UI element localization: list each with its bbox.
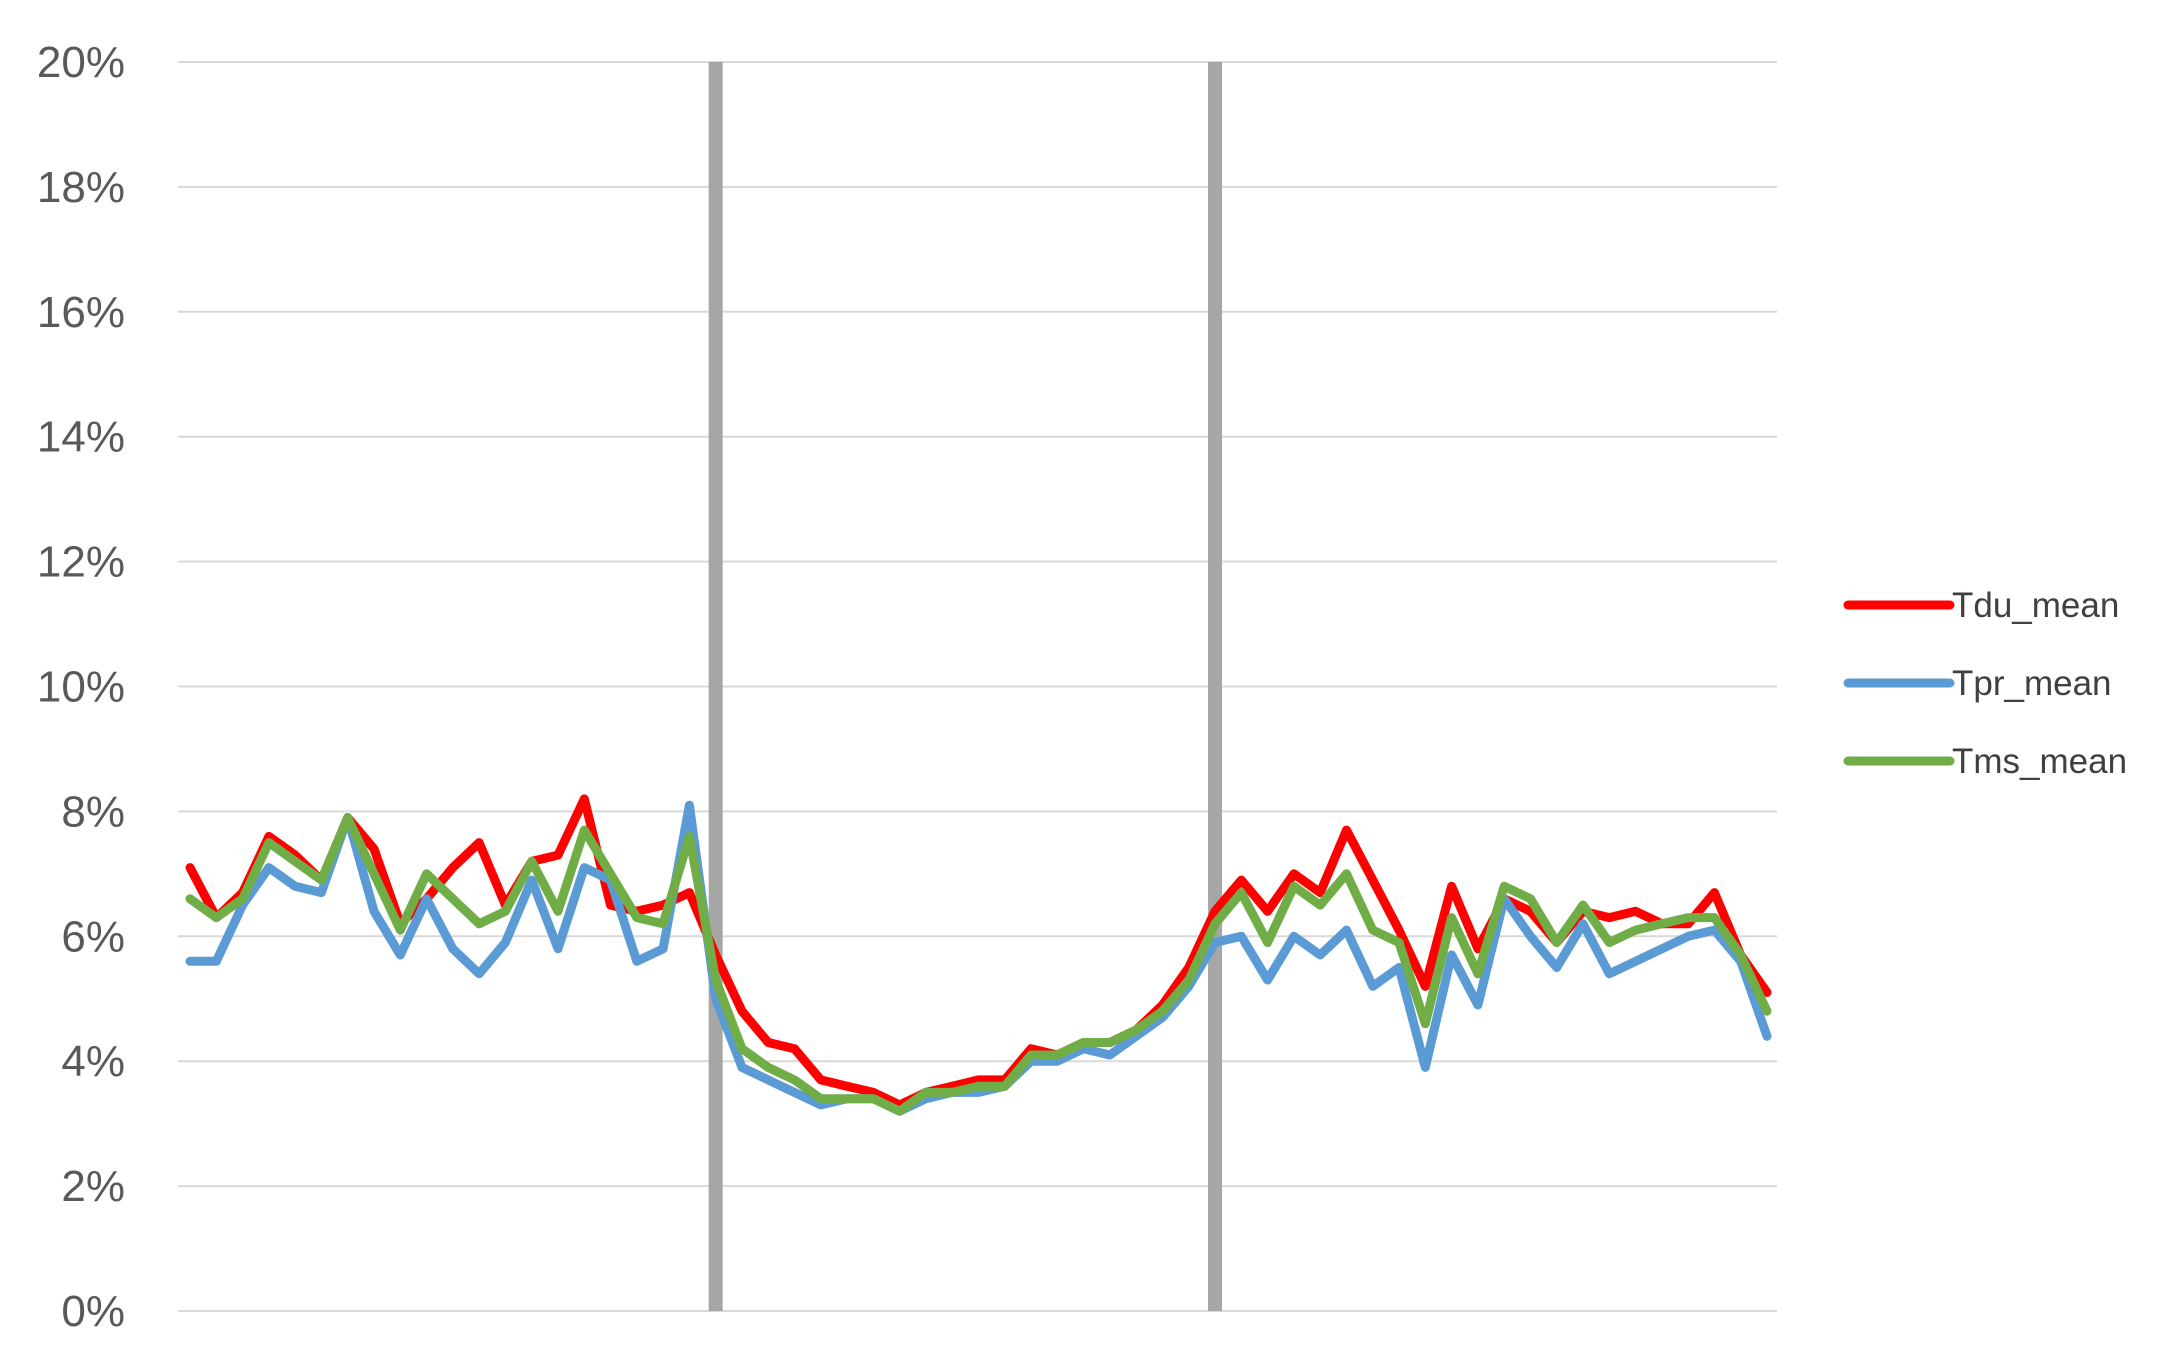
y-tick-label: 6% [61,912,125,961]
y-tick-label: 12% [37,538,125,587]
y-tick-label: 14% [37,413,125,462]
y-tick-label: 10% [37,663,125,712]
series-lines [185,794,1772,1116]
legend-label: Tpr_mean [1952,664,2112,703]
y-tick-label: 16% [37,288,125,337]
y-tick-label: 2% [61,1162,125,1211]
series-line-tdu-mean [185,794,1772,1110]
legend: Tdu_mean Tpr_mean Tms_mean [1843,586,2127,781]
vertical-markers [708,62,1223,1311]
y-tick-label: 8% [61,787,125,836]
y-axis-tick-labels: 0% 2% 4% 6% 8% 10% 12% 14% 16% 18% 20% [37,38,125,1336]
y-tick-label: 4% [61,1037,125,1086]
series-line-tpr-mean [185,800,1772,1116]
legend-label: Tms_mean [1952,742,2127,781]
y-tick-label: 0% [61,1287,125,1336]
y-tick-label: 20% [37,38,125,87]
series-line-tms-mean [185,813,1772,1116]
legend-label: Tdu_mean [1952,586,2119,625]
y-tick-label: 18% [37,163,125,212]
gridlines [178,61,1777,1312]
